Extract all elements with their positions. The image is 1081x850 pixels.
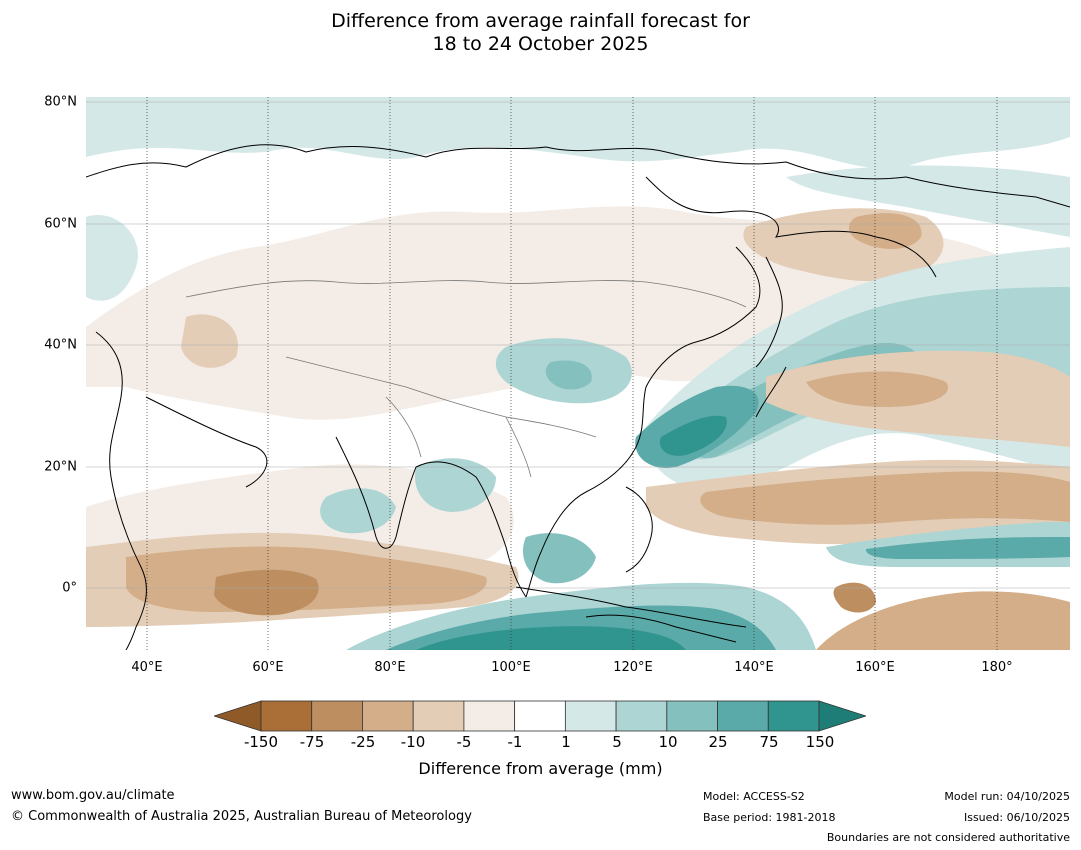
colorbar-cell <box>463 700 516 732</box>
rain-anomaly-region <box>214 569 319 616</box>
rain-anomaly-region <box>849 213 922 249</box>
lat-label-40n: 40°N <box>44 337 77 353</box>
lon-label-120e: 120°E <box>613 660 653 675</box>
colorbar-cell <box>615 700 668 732</box>
rain-anomaly-region <box>320 488 396 534</box>
copyright-notice: © Commonwealth of Australia 2025, Austra… <box>11 809 472 824</box>
rainfall-map[interactable] <box>86 97 1070 650</box>
rain-anomaly-region <box>86 215 138 301</box>
map-title: Difference from average rainfall forecas… <box>0 10 1081 56</box>
rain-anomaly-region <box>545 360 592 390</box>
rain-anomaly-region <box>659 415 727 456</box>
lat-label-20n: 20°N <box>44 459 77 475</box>
base-period: Base period: 1981-2018 <box>703 811 836 824</box>
country-borders <box>185 280 747 478</box>
lon-label-40e: 40°E <box>131 660 163 675</box>
rain-anomaly-region <box>806 371 948 407</box>
colorbar-tick: -1 <box>507 733 523 751</box>
colorbar-cell <box>717 700 769 732</box>
rain-anomaly-region <box>865 537 1070 559</box>
colorbar-cell <box>311 700 363 732</box>
rain-anomaly-region <box>416 626 686 650</box>
lat-label-equator: 0° <box>62 580 77 596</box>
rain-anomaly-region <box>833 582 876 613</box>
rain-anomaly-region <box>86 97 1070 169</box>
colorbar-tick: 5 <box>612 733 622 751</box>
model-run-date: Model run: 04/10/2025 <box>944 790 1070 803</box>
colorbar-tick: 150 <box>805 733 835 751</box>
lat-label-60n: 60°N <box>44 216 77 232</box>
model-name: Model: ACCESS-S2 <box>703 790 805 803</box>
coastlines <box>86 144 1070 650</box>
colorbar-high-extend <box>818 700 866 732</box>
colorbar-cell <box>767 700 820 732</box>
rain-anomaly-region <box>522 533 596 584</box>
colorbar-cell <box>362 700 414 732</box>
lon-label-180: 180° <box>981 660 1013 675</box>
lon-label-80e: 80°E <box>374 660 406 675</box>
colorbar-cell <box>514 700 566 732</box>
lon-label-140e: 140°E <box>734 660 774 675</box>
title-line-1: Difference from average rainfall forecas… <box>331 10 750 32</box>
lon-label-100e: 100°E <box>491 660 531 675</box>
colorbar <box>214 700 866 732</box>
colorbar-cell <box>564 700 617 732</box>
rain-anomaly-region <box>181 314 238 368</box>
colorbar-tick: 10 <box>658 733 678 751</box>
longitude-gridlines <box>146 97 998 650</box>
lat-label-80n: 80°N <box>44 94 77 110</box>
bom-website-link[interactable]: www.bom.gov.au/climate <box>11 788 175 803</box>
colorbar-tick: 25 <box>708 733 728 751</box>
colorbar-tick: -5 <box>456 733 472 751</box>
colorbar-tick: -25 <box>350 733 376 751</box>
title-line-2: 18 to 24 October 2025 <box>432 33 649 55</box>
colorbar-tick: 75 <box>759 733 779 751</box>
colorbar-cells <box>260 700 820 732</box>
latitude-gridlines <box>86 101 1070 589</box>
lon-label-160e: 160°E <box>855 660 895 675</box>
issued-date: Issued: 06/10/2025 <box>963 811 1070 824</box>
rain-anomaly-region <box>786 165 1070 237</box>
rainfall-map-canvas <box>86 97 1070 650</box>
rain-anomaly-region <box>700 471 1070 525</box>
colorbar-label: Difference from average (mm) <box>418 759 663 778</box>
colorbar-tick: -150 <box>243 733 279 751</box>
colorbar-low-extend <box>214 700 262 732</box>
lon-label-60e: 60°E <box>252 660 284 675</box>
colorbar-cell <box>666 700 718 732</box>
colorbar-cell <box>260 700 313 732</box>
colorbar-tick: 1 <box>561 733 571 751</box>
rain-anomaly-region <box>415 458 496 512</box>
colorbar-tick: -75 <box>299 733 325 751</box>
colorbar-cell <box>412 700 465 732</box>
colorbar-tick: -10 <box>400 733 426 751</box>
rain-anomaly-region <box>816 591 1070 650</box>
boundaries-disclaimer: Boundaries are not considered authoritat… <box>826 831 1070 844</box>
